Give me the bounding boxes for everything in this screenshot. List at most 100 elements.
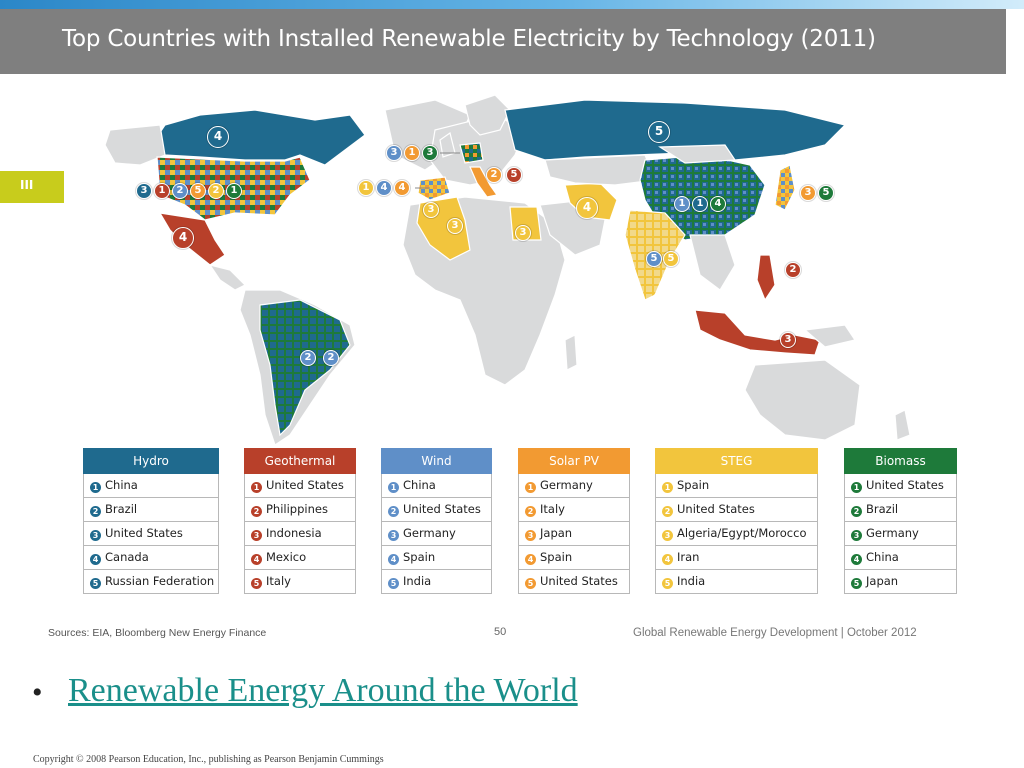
legend-item: United States: [403, 502, 481, 516]
rank-badge: 4: [376, 180, 392, 196]
legend-item: Philippines: [266, 502, 328, 516]
top-accent-strip: [0, 0, 1024, 9]
rank-dot: 3: [388, 530, 399, 541]
renewable-energy-link[interactable]: Renewable Energy Around the World: [68, 672, 578, 709]
rank-badge: 2: [172, 183, 188, 199]
legend-item: China: [403, 478, 436, 492]
rank-badge: 5: [646, 251, 662, 267]
legend-row: 5 India: [655, 570, 818, 594]
legend-row: 3 Indonesia: [244, 522, 356, 546]
legend-item: Germany: [866, 526, 919, 540]
rank-dot: 2: [851, 506, 862, 517]
legend-solar-pv: Solar PV 1 Germany 2 Italy 3 Japan 4 Spain 5…: [518, 448, 630, 594]
brazil-shape: [259, 299, 351, 437]
rank-badge: 2: [300, 350, 316, 366]
legend-row: 4 Canada: [83, 546, 219, 570]
slide-title: Top Countries with Installed Renewable E…: [62, 26, 876, 52]
rank-dot: 5: [90, 578, 101, 589]
indonesia-shape: [694, 309, 821, 356]
legend-item: Mexico: [266, 550, 307, 564]
legend-item: India: [403, 574, 432, 588]
rank-badge: 3: [422, 145, 438, 161]
madagascar-shape: [564, 334, 578, 371]
rank-dot: 3: [662, 530, 673, 541]
rank-dot: 2: [662, 506, 673, 517]
rank-dot: 2: [388, 506, 399, 517]
legend-item: Brazil: [866, 502, 899, 516]
rank-dot: 4: [662, 554, 673, 565]
rank-dot: 5: [525, 578, 536, 589]
rank-dot: 4: [388, 554, 399, 565]
section-tab-label: III: [20, 178, 34, 192]
legend-steg: STEG 1 Spain 2 United States 3 Algeria/Egyp…: [655, 448, 818, 594]
italy-shape: [469, 166, 499, 198]
legend-geothermal: Geothermal 1 United States 2 Philippines 3…: [244, 448, 356, 594]
legend-row: 5 United States: [518, 570, 630, 594]
legend-row: 5 India: [381, 570, 492, 594]
legend-header: Wind: [381, 448, 492, 474]
central-america-shape: [208, 264, 247, 291]
legend-row: 2 Brazil: [844, 498, 957, 522]
legend-item: Spain: [403, 550, 436, 564]
legend-item: Germany: [540, 478, 593, 492]
legend-item: Japan: [540, 526, 573, 540]
legend-item: Brazil: [105, 502, 138, 516]
spain-shape: [417, 176, 451, 201]
legend-item: Algeria/Egypt/Morocco: [677, 526, 807, 540]
legend-item: Italy: [540, 502, 565, 516]
rank-dot: 1: [90, 482, 101, 493]
rank-dot: 3: [90, 530, 101, 541]
legend-row: 1 Spain: [655, 474, 818, 498]
legend-row: 3 Japan: [518, 522, 630, 546]
world-map-svg: [104, 94, 911, 446]
legend-row: 2 United States: [655, 498, 818, 522]
legend-row: 1 United States: [844, 474, 957, 498]
legend-item: United States: [266, 478, 344, 492]
rank-badge: 4: [394, 180, 410, 196]
legend-header: Hydro: [83, 448, 219, 474]
rank-dot: 3: [525, 530, 536, 541]
legend-row: 1 China: [381, 474, 492, 498]
central-asia-shape: [544, 154, 656, 186]
legend-row: 1 Germany: [518, 474, 630, 498]
rank-badge: 3: [447, 218, 463, 234]
legend-header: STEG: [655, 448, 818, 474]
legend-hydro: Hydro 1 China 2 Brazil 3 United States 4 Can…: [83, 448, 219, 594]
legend-row: 4 Spain: [381, 546, 492, 570]
canada-shape: [154, 109, 366, 166]
rank-badge: 3: [800, 185, 816, 201]
legend-row: 4 Iran: [655, 546, 818, 570]
new-zealand-shape: [894, 409, 911, 441]
legend-header: Geothermal: [244, 448, 356, 474]
footer-caption: Global Renewable Energy Development | Oc…: [633, 627, 917, 639]
world-map: [85, 85, 965, 455]
rank-dot: 5: [251, 578, 262, 589]
rank-badge: 4: [576, 197, 598, 219]
legend-row: 3 Germany: [381, 522, 492, 546]
legend-row: 1 China: [83, 474, 219, 498]
rank-dot: 2: [525, 506, 536, 517]
rank-badge: 5: [818, 185, 834, 201]
rank-badge: 1: [226, 183, 242, 199]
legend-row: 5 Russian Federation: [83, 570, 219, 594]
legend-item: Iran: [677, 550, 700, 564]
legend-item: United States: [677, 502, 755, 516]
rank-badge: 1: [404, 145, 420, 161]
rank-dot: 1: [851, 482, 862, 493]
legend-item: China: [866, 550, 899, 564]
se-asia-shape: [689, 234, 736, 291]
rank-dot: 3: [251, 530, 262, 541]
rank-dot: 5: [851, 578, 862, 589]
rank-badge: 1: [674, 196, 690, 212]
legend-row: 4 Mexico: [244, 546, 356, 570]
legend-header: Biomass: [844, 448, 957, 474]
sources-note: Sources: EIA, Bloomberg New Energy Finan…: [48, 627, 267, 639]
legend-item: Germany: [403, 526, 456, 540]
rank-badge: 5: [190, 183, 206, 199]
bullet-icon: •: [32, 676, 43, 709]
legend-wind: Wind 1 China 2 United States 3 Germany 4 Spa…: [381, 448, 492, 594]
legend-row: 3 Algeria/Egypt/Morocco: [655, 522, 818, 546]
rank-badge: 3: [515, 225, 531, 241]
rank-badge: 2: [323, 350, 339, 366]
rank-badge: 5: [648, 121, 670, 143]
